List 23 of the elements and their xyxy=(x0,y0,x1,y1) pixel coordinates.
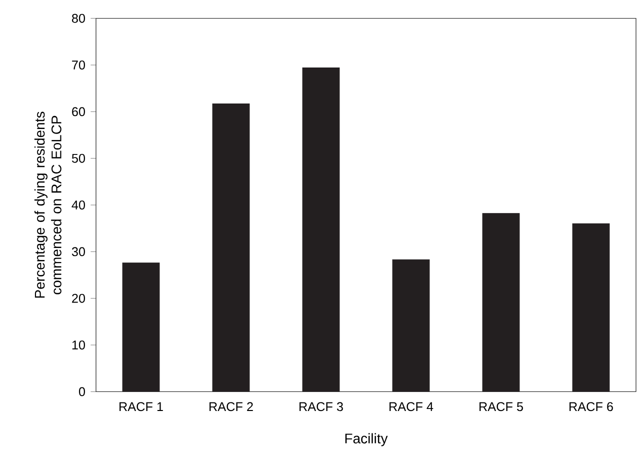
bar xyxy=(212,103,250,392)
y-tick-label: 80 xyxy=(72,14,86,23)
x-tick-label: RACF 1 xyxy=(120,402,163,412)
bar xyxy=(122,262,160,392)
y-tick-label: 0 xyxy=(78,387,86,396)
y-tick-label: 30 xyxy=(72,247,86,256)
x-tick-label: RACF 6 xyxy=(570,402,613,412)
y-tick-label: 60 xyxy=(72,107,86,116)
y-tick-label: 70 xyxy=(72,60,86,70)
y-tick-label: 10 xyxy=(72,340,86,350)
x-tick-label: RACF 2 xyxy=(210,402,253,412)
y-tick-label: 50 xyxy=(72,154,86,163)
bar xyxy=(302,68,340,392)
x-tick-label: RACF 4 xyxy=(390,402,434,412)
y-axis-title: Percentage of dying residents commenced on RAC EoLCP xyxy=(34,112,62,298)
bar xyxy=(572,223,610,392)
x-axis-title: Facility xyxy=(345,433,388,446)
x-tick-label: RACF 5 xyxy=(480,402,523,412)
y-tick-label: 20 xyxy=(72,294,86,303)
y-tick-label: 40 xyxy=(72,200,86,210)
bar xyxy=(392,259,430,392)
bar xyxy=(482,213,520,392)
x-tick-label: RACF 3 xyxy=(300,402,343,412)
